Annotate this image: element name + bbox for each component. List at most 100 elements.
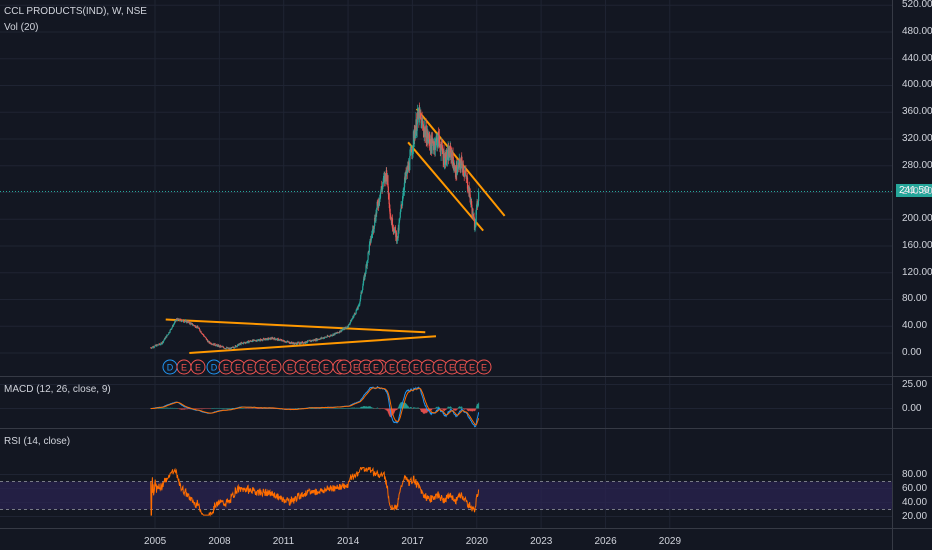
candle-body — [261, 339, 263, 341]
candle-body — [375, 212, 377, 222]
candle-body — [177, 318, 179, 320]
candle-body — [223, 347, 225, 349]
volume-indicator-title[interactable]: Vol (20) — [4, 22, 39, 33]
price-tick-400.00: 400.00 — [902, 79, 932, 91]
candle-body — [408, 162, 410, 171]
candle-body — [362, 278, 365, 284]
candle-body — [360, 295, 362, 300]
candle-body — [163, 339, 165, 341]
candle-body — [270, 337, 272, 339]
candle-body — [450, 148, 452, 158]
rsi-series — [150, 466, 480, 517]
candle-body — [262, 339, 264, 341]
candle-body — [311, 340, 314, 342]
candle-body — [163, 340, 165, 341]
candle-body — [233, 347, 236, 349]
candle-body — [173, 323, 175, 325]
candle-body — [447, 149, 449, 157]
candle-body — [365, 265, 367, 273]
candle-body — [421, 118, 423, 128]
earnings-marker-label: E — [363, 363, 369, 373]
macd-hist-bar — [438, 407, 440, 409]
candle-body — [470, 201, 472, 203]
candle-body — [408, 170, 410, 171]
signal-line — [150, 386, 480, 426]
trendlines[interactable] — [165, 108, 506, 354]
candle-body — [347, 327, 349, 328]
rsi-tick-80.00: 80.00 — [902, 468, 928, 480]
candle-body — [377, 206, 380, 207]
earnings-marker-label: E — [323, 363, 329, 373]
candle-body — [457, 165, 459, 167]
candle-body — [454, 166, 456, 171]
candle-body — [402, 192, 404, 199]
candle-body — [197, 326, 199, 328]
x-tick-2011: 2011 — [272, 536, 295, 547]
candle-body — [341, 329, 344, 331]
earnings-marker — [336, 359, 352, 375]
candle-body — [389, 208, 391, 214]
price-series[interactable] — [150, 102, 480, 351]
candle-body — [355, 310, 357, 314]
candle-body — [431, 137, 433, 154]
candle-body — [201, 333, 203, 334]
candle-body — [188, 321, 190, 324]
candle-body — [304, 342, 306, 344]
candle-body — [288, 341, 290, 344]
candle-body — [459, 159, 461, 162]
candle-body — [271, 337, 273, 339]
candle-body — [449, 145, 452, 149]
candle-body — [386, 170, 388, 180]
candle-body — [339, 331, 342, 333]
candle-body — [174, 321, 176, 324]
candle-body — [475, 204, 478, 211]
earnings-marker — [266, 359, 282, 375]
candle-body — [215, 345, 217, 346]
earnings-marker-label: E — [459, 363, 465, 373]
candle-body — [168, 332, 170, 335]
candle-body — [160, 342, 162, 345]
price-tick-520.00: 520.00 — [902, 0, 932, 11]
candle-body — [225, 348, 227, 350]
candle-body — [319, 338, 321, 340]
candle-body — [227, 347, 229, 349]
candle-body — [304, 343, 306, 344]
trendline-0 — [165, 318, 426, 334]
rsi-title[interactable]: RSI (14, close) — [4, 436, 71, 447]
macd-hist-bar — [475, 408, 477, 410]
candle-body — [373, 226, 375, 229]
candle-body — [210, 342, 212, 345]
candle-body — [464, 172, 466, 176]
candle-body — [169, 329, 171, 333]
x-tick-2014: 2014 — [337, 536, 360, 547]
candle-body — [203, 335, 205, 337]
event-markers[interactable]: DEEDEEEEEEEEEEEEEEEEEEEEEEEE — [162, 359, 492, 375]
candle-body — [446, 150, 448, 160]
candle-body — [154, 345, 156, 347]
candle-body — [195, 327, 197, 328]
candle-body — [321, 337, 323, 339]
candle-body — [190, 323, 192, 325]
earnings-marker-label: E — [425, 363, 431, 373]
macd-title[interactable]: MACD (12, 26, close, 9) — [4, 384, 111, 395]
candle-body — [469, 188, 471, 197]
candle-body — [180, 320, 182, 322]
candle-body — [183, 321, 186, 323]
candle-body — [379, 192, 382, 198]
candle-body — [395, 232, 398, 242]
candle-body — [278, 340, 280, 341]
candle-body — [281, 339, 283, 341]
candle-body — [371, 233, 373, 235]
candle-body — [255, 340, 257, 342]
symbol-title[interactable]: CCL PRODUCTS(IND), W, NSE — [4, 6, 147, 17]
earnings-marker-label: E — [223, 363, 229, 373]
candle-body — [452, 153, 454, 162]
candle-body — [376, 207, 378, 214]
candle-body — [341, 330, 343, 332]
candle-body — [319, 339, 321, 340]
x-tick-2008: 2008 — [208, 536, 231, 547]
candle-body — [409, 156, 411, 171]
candle-body — [323, 337, 325, 339]
